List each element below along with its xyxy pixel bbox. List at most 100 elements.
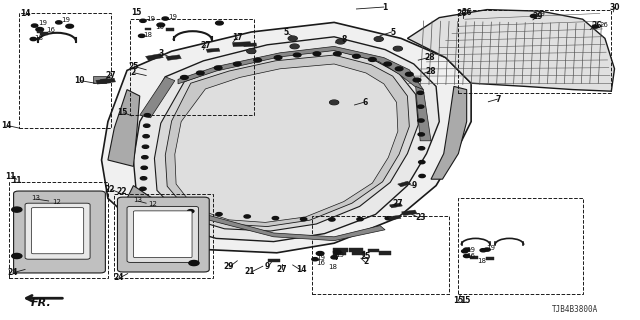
Circle shape (312, 258, 318, 261)
Polygon shape (206, 48, 220, 52)
Circle shape (56, 21, 62, 24)
Text: 13: 13 (133, 197, 143, 203)
Circle shape (333, 250, 341, 254)
Text: 27: 27 (200, 41, 211, 50)
Text: 23: 23 (415, 213, 426, 222)
Text: FR.: FR. (31, 298, 51, 308)
Text: 14: 14 (1, 121, 12, 130)
Circle shape (418, 119, 424, 122)
Text: 3: 3 (158, 49, 163, 58)
Circle shape (138, 34, 145, 37)
Circle shape (375, 37, 383, 41)
Polygon shape (379, 251, 392, 255)
Circle shape (463, 254, 470, 258)
Circle shape (316, 252, 324, 255)
Text: 29: 29 (537, 12, 546, 17)
Text: 27: 27 (106, 71, 116, 80)
Circle shape (291, 44, 298, 48)
Circle shape (396, 67, 403, 71)
Text: 12: 12 (148, 201, 157, 207)
Text: 25: 25 (128, 62, 139, 71)
FancyBboxPatch shape (127, 206, 198, 262)
Polygon shape (390, 203, 403, 208)
Circle shape (480, 249, 486, 252)
Text: 16: 16 (46, 28, 55, 33)
Polygon shape (416, 86, 431, 141)
Text: 19: 19 (168, 14, 177, 20)
Text: 9: 9 (264, 262, 270, 271)
Text: 16: 16 (467, 253, 476, 259)
Text: 14: 14 (296, 265, 307, 274)
Circle shape (143, 124, 150, 127)
Polygon shape (102, 22, 471, 253)
Circle shape (143, 135, 149, 138)
Text: 6: 6 (362, 98, 367, 107)
Polygon shape (166, 28, 173, 30)
Polygon shape (243, 43, 257, 47)
Circle shape (289, 36, 296, 40)
Polygon shape (165, 55, 410, 227)
Circle shape (144, 114, 150, 117)
Text: 11: 11 (5, 172, 15, 181)
Text: 27: 27 (276, 265, 287, 274)
Text: 19: 19 (467, 247, 476, 252)
Circle shape (290, 44, 299, 49)
Circle shape (417, 91, 424, 94)
Text: 5: 5 (390, 28, 396, 36)
Polygon shape (408, 10, 614, 91)
Circle shape (384, 62, 392, 66)
Polygon shape (470, 257, 478, 259)
Text: 16: 16 (156, 24, 164, 30)
Polygon shape (36, 31, 43, 33)
Polygon shape (40, 33, 48, 35)
Circle shape (531, 14, 537, 18)
Text: 10: 10 (74, 76, 84, 85)
Text: TJB4B3800A: TJB4B3800A (552, 305, 598, 314)
Circle shape (180, 76, 188, 79)
Polygon shape (333, 251, 346, 255)
Circle shape (330, 100, 339, 105)
FancyBboxPatch shape (25, 203, 90, 259)
FancyBboxPatch shape (31, 208, 84, 254)
Text: 21: 21 (244, 268, 255, 276)
Circle shape (234, 62, 241, 66)
Text: 19: 19 (486, 245, 495, 251)
Circle shape (333, 52, 341, 56)
Circle shape (196, 71, 204, 75)
Polygon shape (269, 259, 280, 262)
Circle shape (369, 58, 376, 61)
Circle shape (157, 23, 164, 27)
Polygon shape (401, 210, 417, 216)
Circle shape (330, 100, 338, 104)
Circle shape (140, 177, 147, 180)
Circle shape (288, 36, 297, 41)
Circle shape (394, 46, 403, 51)
Polygon shape (108, 90, 140, 166)
Polygon shape (145, 28, 151, 30)
Polygon shape (140, 77, 175, 118)
Text: 8: 8 (341, 35, 346, 44)
Text: 17: 17 (232, 33, 243, 42)
Text: 19: 19 (38, 20, 47, 26)
Text: 18: 18 (477, 258, 486, 264)
Polygon shape (349, 248, 364, 252)
Circle shape (36, 28, 44, 31)
Polygon shape (154, 50, 419, 231)
Circle shape (216, 212, 222, 216)
Polygon shape (145, 54, 163, 60)
Text: 27: 27 (392, 199, 403, 208)
Text: 28: 28 (426, 67, 436, 76)
Polygon shape (178, 46, 423, 90)
Text: 25: 25 (361, 252, 371, 261)
Circle shape (418, 133, 424, 136)
Circle shape (353, 54, 360, 58)
Circle shape (419, 174, 425, 178)
Circle shape (214, 66, 222, 70)
Text: 2: 2 (364, 257, 369, 266)
Polygon shape (166, 55, 181, 60)
Circle shape (141, 156, 148, 159)
Circle shape (141, 166, 147, 169)
Text: 28: 28 (424, 53, 435, 62)
Circle shape (140, 19, 146, 22)
Text: 26: 26 (599, 22, 608, 28)
